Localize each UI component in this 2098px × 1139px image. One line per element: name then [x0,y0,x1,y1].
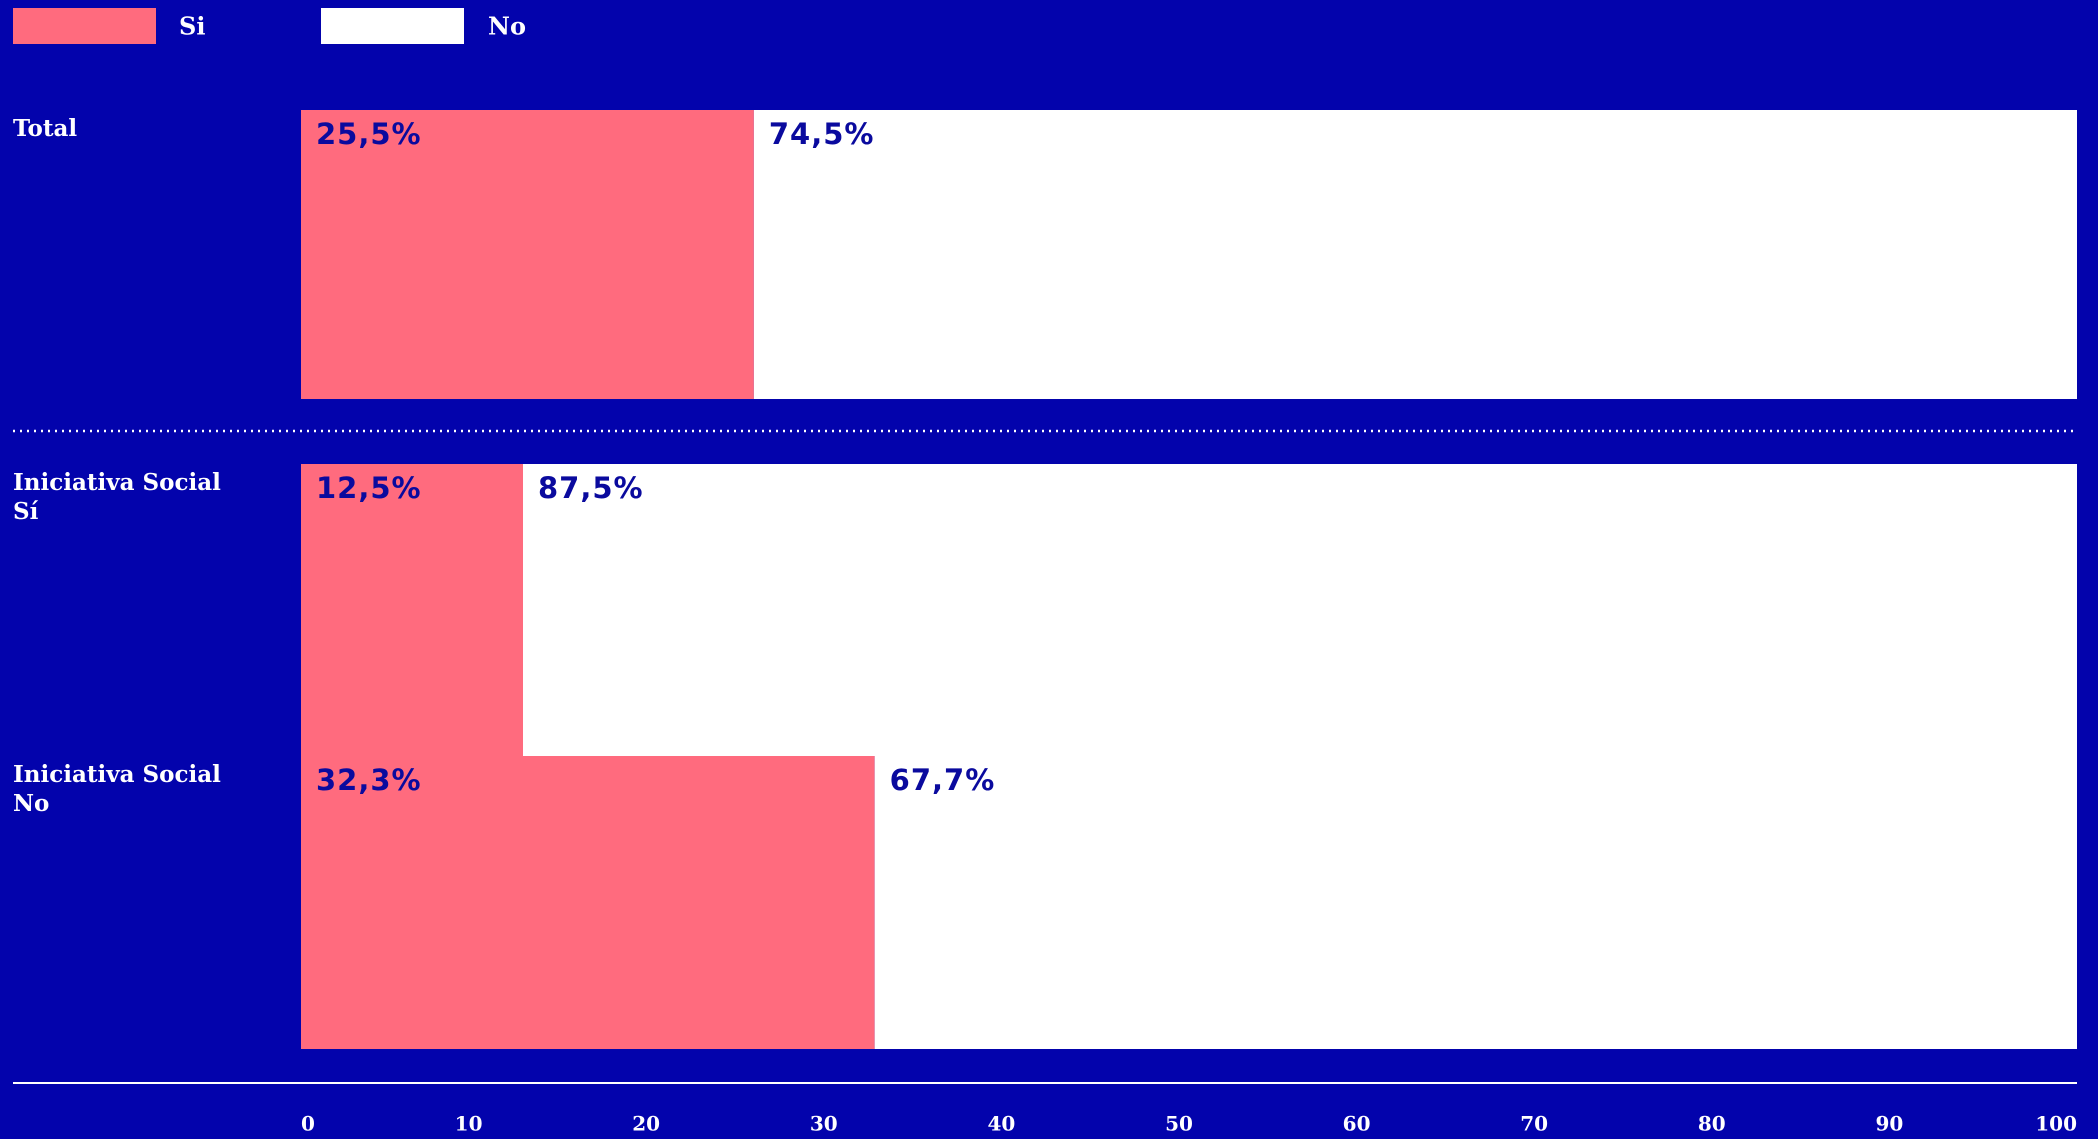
bar-segment [301,756,875,1049]
x-tick-label: 50 [1165,1112,1193,1136]
x-tick-label: 10 [455,1112,483,1136]
legend-swatch [321,8,464,44]
x-tick-label: 70 [1520,1112,1548,1136]
category-label: Total [13,115,78,142]
value-label: 25,5% [316,117,422,151]
x-tick-label: 60 [1343,1112,1371,1136]
bar-segment [301,110,754,399]
x-tick-label: 90 [1875,1112,1903,1136]
legend-label: No [488,12,526,41]
x-tick-label: 30 [810,1112,838,1136]
value-label: 67,7% [890,763,996,797]
bar-segment [753,110,2077,399]
legend-label: Si [179,12,205,41]
bar-segment [523,464,2077,756]
x-tick-label: 80 [1698,1112,1726,1136]
x-tick-label: 0 [301,1112,315,1136]
value-label: 32,3% [316,763,422,797]
legend-swatch [13,8,156,44]
x-tick-label: 100 [2035,1112,2077,1136]
value-label: 87,5% [538,471,644,505]
bar-segment [301,464,523,756]
category-label: Iniciativa Social No [13,761,221,817]
value-label: 74,5% [769,117,875,151]
category-label: Iniciativa Social Sí [13,469,221,525]
value-label: 12,5% [316,471,422,505]
x-tick-label: 40 [987,1112,1015,1136]
x-tick-label: 20 [632,1112,660,1136]
bar-segment [874,756,2078,1049]
